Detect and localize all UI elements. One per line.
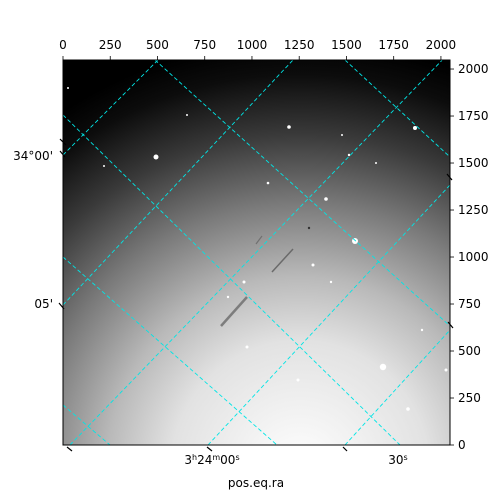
dec-tick (446, 173, 453, 181)
dec-tick-label: 05' (34, 297, 53, 311)
x-pixel-tick-label: 1750 (378, 38, 409, 52)
star (413, 126, 417, 130)
ra-tick-label: 3h24m00s (184, 453, 239, 468)
y-pixel-tick-label: 250 (458, 391, 481, 405)
grid-line-dec (63, 114, 401, 445)
grid-line-dec (154, 60, 450, 327)
grid-line-dec (63, 256, 278, 445)
star (226, 295, 230, 299)
y-pixel-tick-label: 750 (458, 297, 481, 311)
y-pixel-tick-label: 1500 (458, 156, 489, 170)
ra-tick-label: 30s (388, 453, 407, 468)
star (266, 181, 270, 185)
x-pixel-tick-label: 1000 (237, 38, 268, 52)
star (406, 407, 410, 411)
y-pixel-axis: 0 250 500 750 1000 1250 1500 1750 2000 (450, 62, 489, 452)
grid-line-ra (63, 60, 294, 306)
stars (67, 87, 448, 411)
x-pixel-tick-label: 1250 (284, 38, 315, 52)
y-pixel-tick-label: 1250 (458, 203, 489, 217)
y-pixel-tick-label: 0 (458, 438, 466, 452)
star (296, 378, 300, 382)
x-pixel-tick-label: 750 (193, 38, 216, 52)
coordinate-grid (63, 60, 450, 445)
star (324, 197, 328, 201)
star (153, 154, 159, 160)
world-ticks (58, 138, 454, 452)
x-pixel-tick-label: 2000 (426, 38, 457, 52)
star (307, 226, 311, 230)
star (245, 345, 249, 349)
star (287, 125, 291, 129)
star (341, 134, 343, 136)
satellite-trail (220, 296, 248, 327)
star (186, 114, 188, 116)
x-pixel-axis: 0 250 500 750 1000 1250 1500 1750 2000 (59, 38, 456, 60)
dec-tick (58, 302, 65, 310)
star (444, 368, 448, 372)
x-pixel-tick-label: 500 (146, 38, 169, 52)
y-pixel-tick-label: 2000 (458, 62, 489, 76)
y-pixel-tick-label: 500 (458, 344, 481, 358)
satellite-trail (255, 235, 263, 245)
ra-tick (342, 446, 348, 452)
star (329, 280, 333, 284)
grid-line-ra (63, 60, 159, 156)
x-pixel-tick-label: 0 (59, 38, 67, 52)
plot-frame (62, 59, 451, 446)
star (379, 363, 387, 371)
star (103, 165, 105, 167)
satellite-trail (271, 248, 294, 273)
dec-tick (447, 321, 454, 329)
star (375, 162, 377, 164)
grid-line-ra (207, 184, 450, 445)
x-pixel-tick-label: 250 (99, 38, 122, 52)
grid-line-dec (63, 404, 111, 445)
grid-line-ra (69, 60, 443, 445)
star (347, 153, 351, 157)
ra-tick (66, 446, 73, 452)
dec-tick (59, 150, 66, 158)
dec-tick-label: 34°00' (13, 149, 53, 163)
y-pixel-tick-label: 1000 (458, 250, 489, 264)
sky-image (63, 60, 450, 445)
y-pixel-tick-label: 1750 (458, 109, 489, 123)
x-pixel-tick-label: 1500 (331, 38, 362, 52)
star (242, 280, 246, 284)
ra-tick (206, 446, 213, 452)
star (311, 263, 315, 267)
dec-tick (59, 138, 67, 146)
star (67, 87, 69, 89)
grid-line-dec (344, 60, 450, 158)
x-axis-title: pos.eq.ra (228, 476, 284, 490)
star (420, 328, 424, 332)
